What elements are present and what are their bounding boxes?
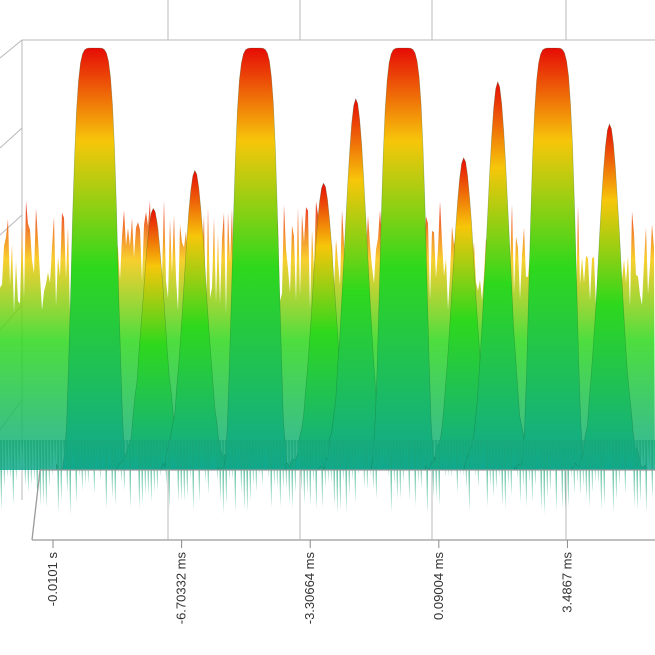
plot-floor	[31, 469, 655, 541]
surface-fringe	[0, 440, 655, 515]
surface-mesh	[0, 47, 655, 515]
x-tick-label: 0.09004 ms	[431, 552, 446, 620]
x-tick-label: -6.70332 ms	[174, 552, 189, 625]
x-tick-label: -0.0101 s	[45, 552, 60, 607]
x-tick-label: -3.30664 ms	[302, 552, 317, 625]
surface-ridge	[514, 47, 592, 471]
x-tick-label: 3.4867 ms	[559, 552, 574, 613]
surface-ridge	[365, 47, 442, 471]
x-axis: -0.0101 s -6.70332 ms -3.30664 ms 0.09004 m…	[45, 540, 574, 624]
